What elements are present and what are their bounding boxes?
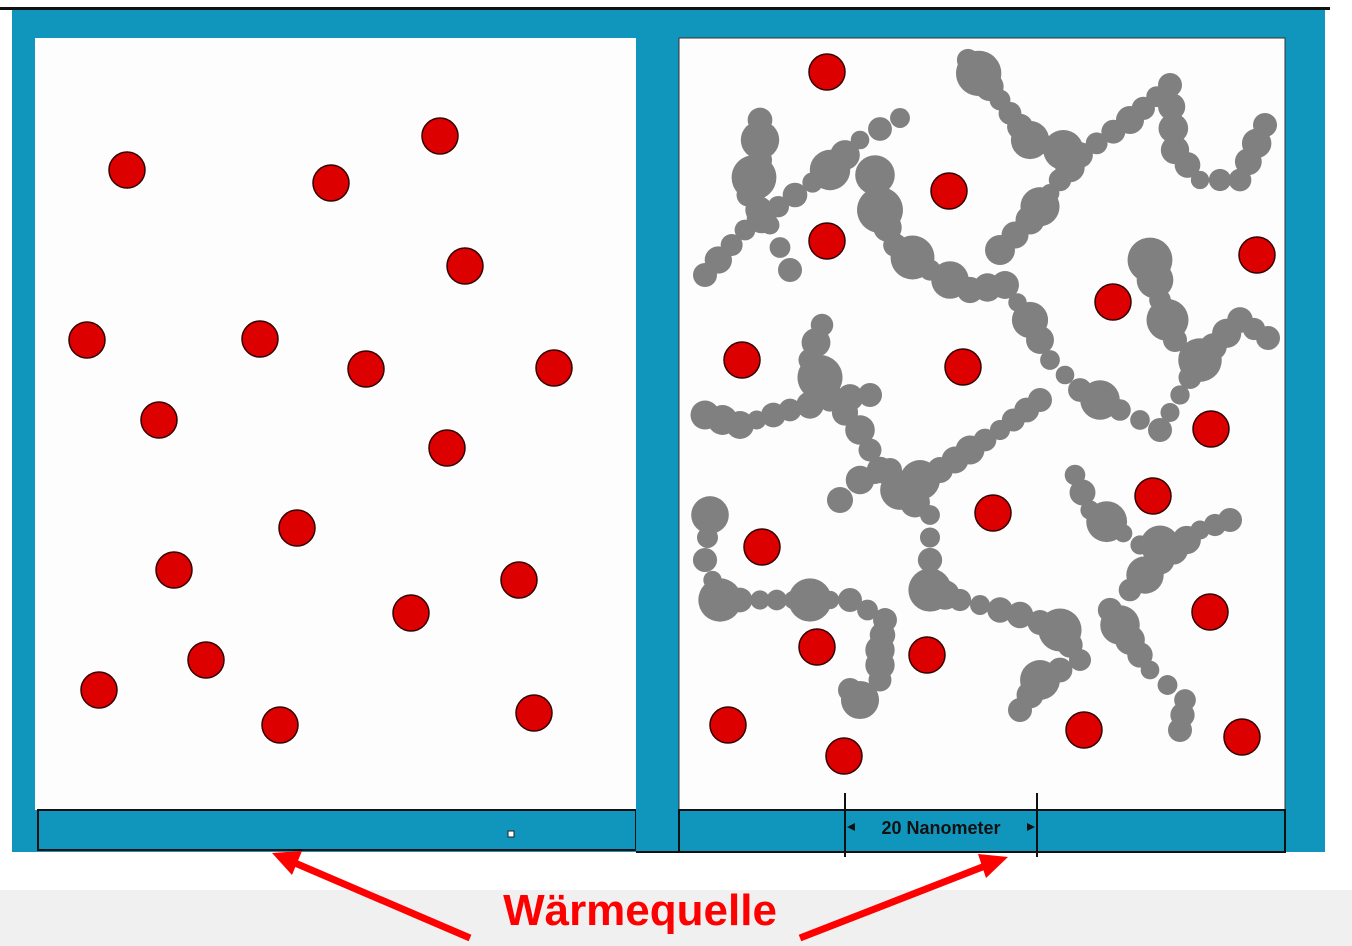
soot-particle [1114,524,1132,542]
gas-molecule [1193,411,1229,447]
gas-molecule [536,350,572,386]
soot-particle [827,487,853,513]
soot-particle [1040,350,1060,370]
soot-particle [1160,75,1180,95]
gas-molecule [501,562,537,598]
gas-molecule [1135,478,1171,514]
annotation: Wärmequelle [503,886,777,935]
soot-particle [693,548,717,572]
gas-molecule [447,248,483,284]
gas-molecule [429,430,465,466]
gas-molecule [69,322,105,358]
soot-particle [1069,649,1091,671]
gas-molecule [156,552,192,588]
marker [508,831,514,837]
gas-molecule [348,351,384,387]
soot-particle [1163,328,1187,352]
soot-particle [1026,326,1054,354]
gas-molecule [909,637,945,673]
gas-molecule [279,510,315,546]
gas-molecule [516,695,552,731]
soot-particle [878,458,902,482]
page: 20 Nanometer Wärmequelle (() => { const … [0,0,1352,946]
soot-particle [920,505,940,525]
soot-particle [770,237,791,258]
soot-particle [766,590,787,611]
gas-molecule [744,529,780,565]
gas-molecule [799,629,835,665]
soot-particle [1028,388,1052,412]
soot-particle [1109,399,1131,421]
scale-label: 20 Nanometer [881,818,1000,838]
soot-particle [970,595,990,615]
soot-particle [1068,143,1092,167]
soot-particle [890,108,910,128]
gas-molecule [975,495,1011,531]
scene: 20 Nanometer Wärmequelle [0,0,1352,946]
gas-molecule [1192,594,1228,630]
gas-molecule [931,173,967,209]
gas-molecule [393,595,429,631]
soot-particle [1158,675,1178,695]
gas-molecule [109,152,145,188]
soot-particle [1209,169,1231,191]
soot-particle [697,527,718,548]
soot-particle [1130,410,1150,430]
gas-molecule [809,54,845,90]
gas-molecule [141,402,177,438]
soot-particle [868,117,892,141]
gas-molecule [1066,712,1102,748]
gas-molecule [242,321,278,357]
gas-molecule [313,165,349,201]
gas-molecule [1239,237,1275,273]
soot-particle [1253,113,1277,137]
soot-particle [1160,403,1179,422]
left-heater [38,810,636,850]
gas-molecule [262,707,298,743]
gas-molecule [826,738,862,774]
soot-particle [1008,698,1032,722]
gas-molecule [724,342,760,378]
soot-particle [1056,366,1075,385]
gas-molecule [809,223,845,259]
top-border [0,7,1330,10]
gas-molecule [945,349,981,385]
soot-particle [1168,718,1192,742]
soot-particle [693,263,717,287]
soot-particle [821,591,839,609]
gas-molecule [188,642,224,678]
soot-particle [858,383,882,407]
soot-particle [838,678,862,702]
soot-particle [1141,661,1160,680]
gas-molecule [422,118,458,154]
soot-particle [1151,421,1169,439]
gas-molecule [710,707,746,743]
soot-particle [920,527,940,547]
soot-particle [778,258,802,282]
soot-particle [1218,508,1242,532]
soot-particle [1168,533,1192,557]
soot-particle [1191,171,1209,189]
gas-molecule [81,672,117,708]
gas-molecule [1224,719,1260,755]
soot-particle [949,589,971,611]
soot-particle [1256,326,1280,350]
gas-molecule [1095,284,1131,320]
soot-particle [728,588,753,613]
